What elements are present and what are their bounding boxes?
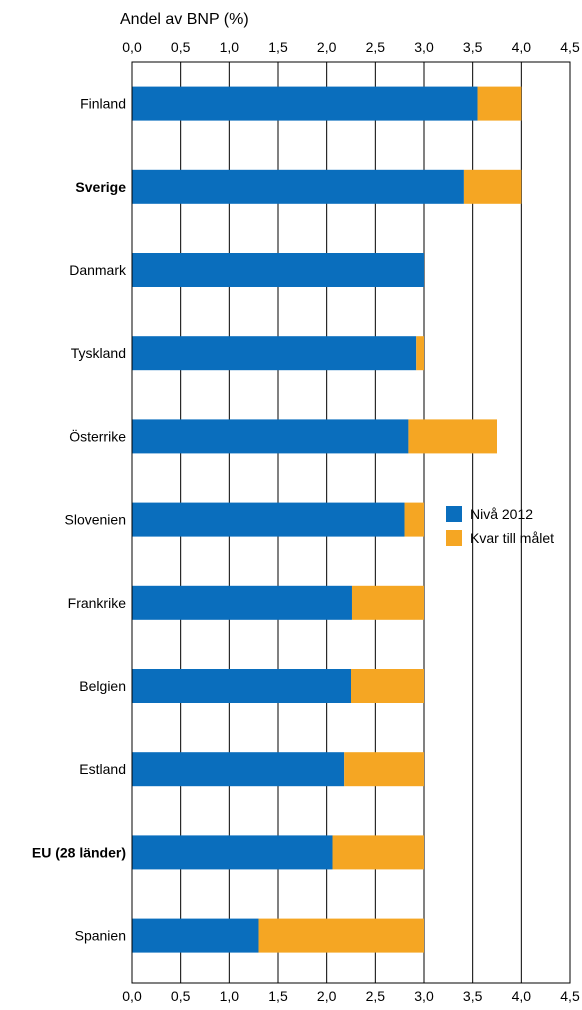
category-label: Spanien bbox=[75, 928, 126, 944]
bar-niva-2012 bbox=[132, 419, 409, 454]
x-tick-label-bottom: 1,0 bbox=[220, 988, 240, 1004]
bar-kvar-till-malet bbox=[351, 585, 424, 620]
bar-kvar-till-malet bbox=[344, 752, 424, 787]
bar-kvar-till-malet bbox=[404, 502, 424, 537]
plot-frame bbox=[131, 61, 571, 984]
bar-niva-2012 bbox=[132, 918, 259, 953]
bar-niva-2012 bbox=[132, 169, 464, 204]
x-tick-label-bottom: 3,5 bbox=[463, 988, 483, 1004]
x-tick-label-top: 1,0 bbox=[220, 39, 240, 55]
legend-swatch bbox=[446, 506, 462, 522]
category-label: Frankrike bbox=[68, 595, 127, 611]
category-label: Estland bbox=[79, 761, 126, 777]
bar-niva-2012 bbox=[132, 585, 352, 620]
bar-kvar-till-malet bbox=[416, 336, 424, 371]
x-tick-label-bottom: 2,5 bbox=[366, 988, 386, 1004]
bar-niva-2012 bbox=[132, 502, 405, 537]
x-tick-label-top: 3,5 bbox=[463, 39, 483, 55]
x-tick-label-top: 1,5 bbox=[268, 39, 288, 55]
bar-kvar-till-malet bbox=[477, 86, 522, 121]
x-tick-label-bottom: 4,0 bbox=[512, 988, 532, 1004]
x-tick-label-top: 0,0 bbox=[122, 39, 142, 55]
category-label: Belgien bbox=[79, 678, 126, 694]
bar-kvar-till-malet bbox=[332, 835, 424, 870]
x-tick-label-top: 0,5 bbox=[171, 39, 191, 55]
x-tick-label-top: 2,5 bbox=[366, 39, 386, 55]
x-tick-label-bottom: 2,0 bbox=[317, 988, 337, 1004]
x-tick-label-bottom: 3,0 bbox=[414, 988, 434, 1004]
bar-niva-2012 bbox=[132, 669, 351, 703]
bar-niva-2012 bbox=[132, 253, 424, 287]
x-tick-label-top: 4,5 bbox=[560, 39, 580, 55]
x-tick-label-top: 3,0 bbox=[414, 39, 434, 55]
category-label: Österrike bbox=[69, 427, 126, 444]
bar-niva-2012 bbox=[132, 835, 333, 870]
x-tick-label-bottom: 4,5 bbox=[560, 988, 580, 1004]
legend-label: Kvar till målet bbox=[470, 530, 554, 546]
category-label: Danmark bbox=[69, 262, 127, 278]
category-label: Sverige bbox=[75, 179, 126, 195]
x-tick-label-bottom: 0,5 bbox=[171, 988, 191, 1004]
category-label: Finland bbox=[80, 96, 126, 112]
x-axis-title: Andel av BNP (%) bbox=[120, 11, 249, 28]
category-label: EU (28 länder) bbox=[32, 844, 126, 860]
x-tick-label-bottom: 0,0 bbox=[122, 988, 142, 1004]
category-label: Tyskland bbox=[71, 345, 126, 361]
category-label: Slovenien bbox=[65, 512, 127, 528]
x-tick-label-bottom: 1,5 bbox=[268, 988, 288, 1004]
legend-label: Nivå 2012 bbox=[470, 506, 533, 522]
bar-kvar-till-malet bbox=[351, 669, 424, 703]
bar-kvar-till-malet bbox=[463, 169, 522, 204]
bar-kvar-till-malet bbox=[258, 918, 424, 953]
bar-kvar-till-malet bbox=[408, 419, 497, 454]
bar-niva-2012 bbox=[132, 752, 345, 787]
bar-niva-2012 bbox=[132, 336, 417, 371]
x-tick-label-top: 4,0 bbox=[512, 39, 532, 55]
x-tick-label-top: 2,0 bbox=[317, 39, 337, 55]
legend-swatch bbox=[446, 530, 462, 546]
bar-niva-2012 bbox=[132, 86, 478, 121]
